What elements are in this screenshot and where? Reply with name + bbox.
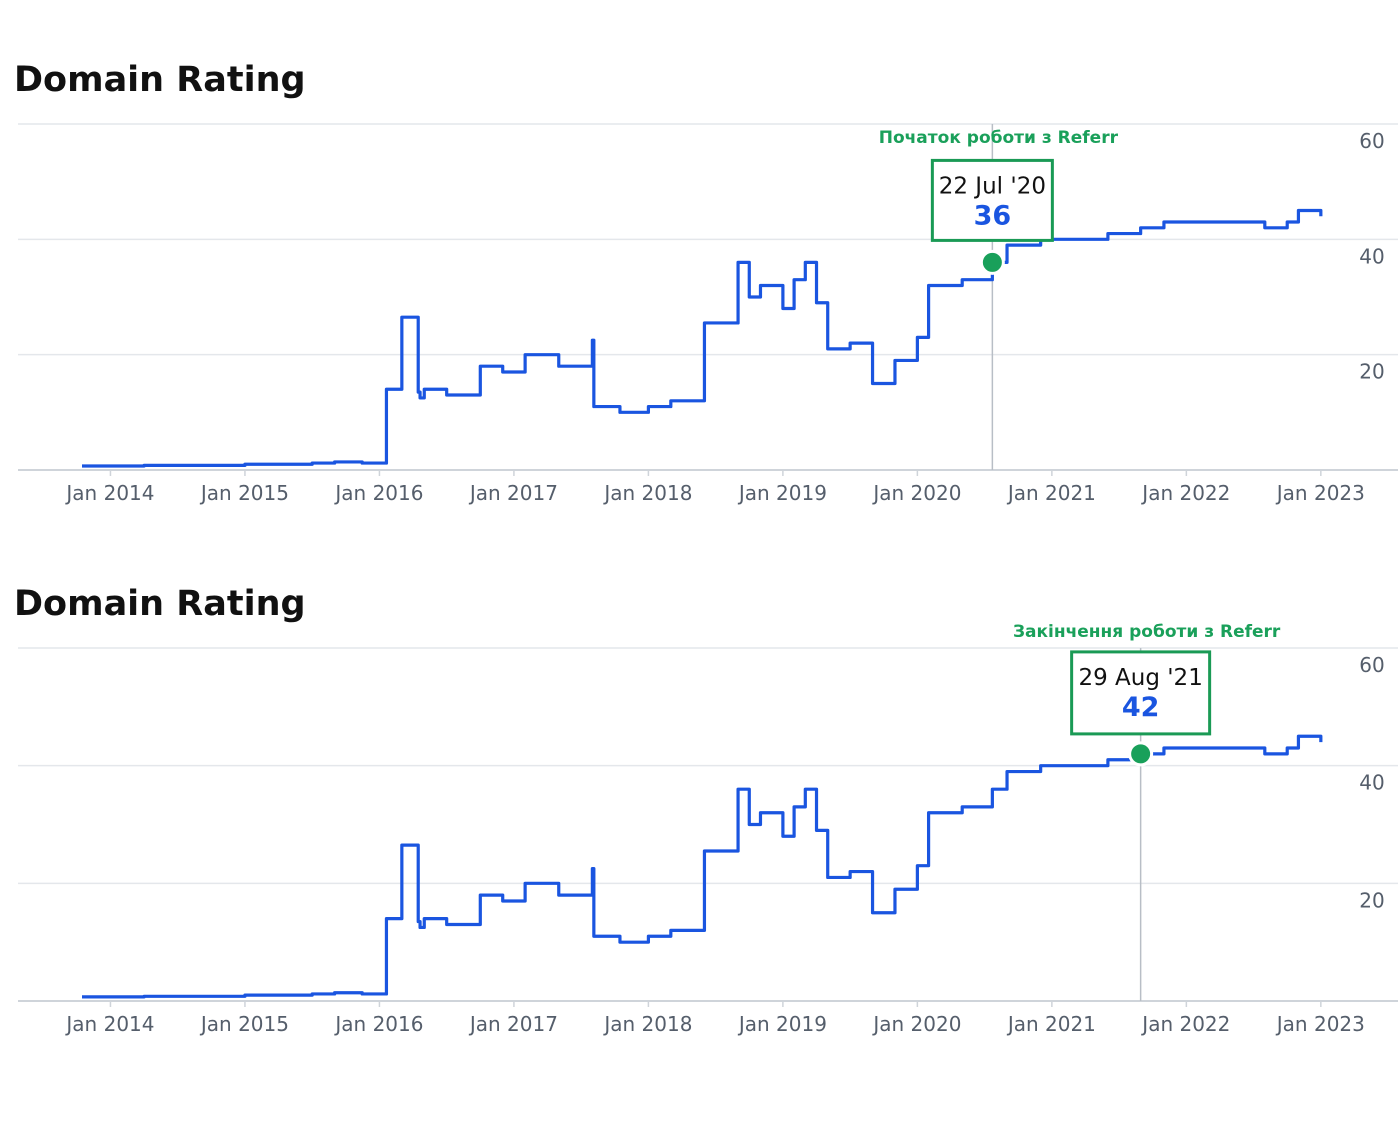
domain-rating-chart-1: 20 40 60 Jan 2014 Jan 2015 Jan 2016 Jan 2017 Ja…: [18, 123, 1398, 505]
x-tick-label: Jan 2015: [199, 481, 289, 505]
x-tick-label: Jan 2017: [468, 481, 558, 505]
tooltip-value: 36: [974, 200, 1012, 231]
y-tick-label: 60: [1359, 129, 1384, 153]
annotation-label: Закінчення роботи з Referr: [1013, 622, 1281, 642]
annotation-label: Початок роботи з Referr: [879, 128, 1119, 148]
x-tick-label: Jan 2018: [602, 481, 692, 505]
highlight-marker: [979, 249, 1005, 275]
chart-panel-1: Domain Rating 20 40 60 Jan 2014 Jan 2015 Jan …: [0, 0, 1400, 540]
x-tick-label: Jan 2017: [468, 1012, 558, 1036]
x-tick-label: Jan 2014: [64, 481, 154, 505]
x-tick-label: Jan 2015: [199, 1012, 289, 1036]
tooltip-value: 42: [1122, 692, 1160, 723]
x-tick-label: Jan 2021: [1006, 1012, 1096, 1036]
y-tick-label: 40: [1359, 771, 1384, 795]
chart-title: Domain Rating: [14, 584, 306, 624]
x-tick-label: Jan 2022: [1140, 1012, 1230, 1036]
x-tick-label: Jan 2023: [1275, 481, 1365, 505]
y-tick-label: 20: [1359, 360, 1384, 384]
y-tick-label: 60: [1359, 653, 1384, 677]
series-line: [82, 208, 1323, 468]
x-tick-label: Jan 2014: [64, 1012, 154, 1036]
y-tick-label: 40: [1359, 244, 1384, 268]
tooltip-date: 29 Aug '21: [1078, 665, 1202, 691]
x-tick-label: Jan 2023: [1275, 1012, 1365, 1036]
y-tick-label: 20: [1359, 888, 1384, 912]
x-tick-label: Jan 2022: [1140, 481, 1230, 505]
tooltip-box: [930, 158, 1054, 242]
tooltip-box: [1070, 650, 1212, 736]
x-tick-label: Jan 2019: [737, 481, 827, 505]
x-tick-label: Jan 2019: [737, 1012, 827, 1036]
tooltip-date: 22 Jul '20: [939, 173, 1046, 199]
series-line: [82, 734, 1323, 999]
x-tick-label: Jan 2018: [602, 1012, 692, 1036]
x-tick-label: Jan 2016: [333, 1012, 423, 1036]
x-tick-label: Jan 2020: [871, 481, 961, 505]
chart-title: Domain Rating: [14, 60, 306, 100]
highlight-marker: [1128, 741, 1154, 767]
x-tick-label: Jan 2021: [1006, 481, 1096, 505]
x-tick-label: Jan 2016: [333, 481, 423, 505]
x-tick-label: Jan 2020: [871, 1012, 961, 1036]
